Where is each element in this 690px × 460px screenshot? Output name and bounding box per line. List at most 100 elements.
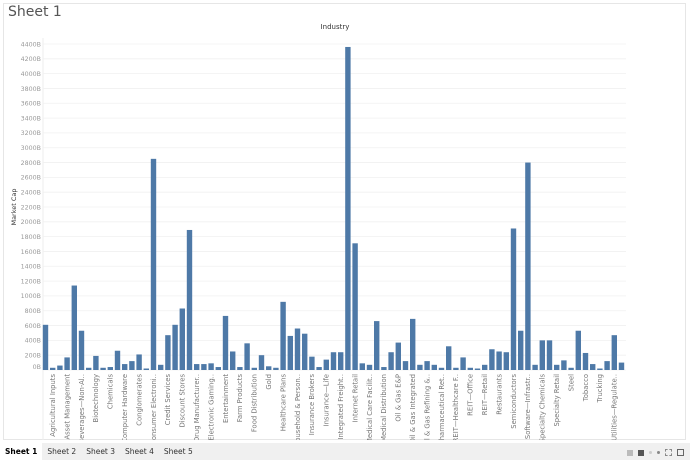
bar bbox=[179, 308, 185, 370]
bar bbox=[309, 356, 315, 370]
x-tick-label: Tobacco bbox=[582, 374, 590, 402]
bar bbox=[64, 357, 70, 370]
x-tick-label: Oil & Gas Refining &.. bbox=[423, 374, 431, 440]
tab-sheet-1[interactable]: Sheet 1 bbox=[0, 443, 43, 460]
bar bbox=[417, 364, 423, 370]
bar bbox=[510, 228, 517, 370]
bar bbox=[460, 357, 466, 370]
bar bbox=[280, 301, 286, 370]
x-tick-label: Insurance Brokers bbox=[308, 374, 316, 436]
x-tick-label: Trucking bbox=[596, 374, 604, 403]
present-icon[interactable] bbox=[677, 449, 684, 456]
bar bbox=[518, 330, 524, 370]
bar bbox=[402, 361, 409, 370]
view-frame bbox=[3, 3, 686, 440]
fit-screen-icon[interactable] bbox=[665, 449, 672, 456]
x-tick-label: Medical Care Facilit.. bbox=[366, 374, 374, 440]
bar bbox=[410, 318, 416, 370]
bar bbox=[273, 367, 279, 370]
x-tick-label: Electronic Gaming.. bbox=[207, 374, 215, 440]
y-tick-label: 1200B bbox=[21, 278, 41, 285]
bar bbox=[50, 367, 56, 370]
x-tick-label: Beverages—Non-Al.. bbox=[78, 374, 86, 440]
bar bbox=[258, 355, 265, 370]
next-icon[interactable] bbox=[657, 451, 660, 454]
bar bbox=[330, 352, 337, 370]
y-tick-label: 4000B bbox=[21, 71, 41, 78]
bar bbox=[482, 364, 488, 370]
x-tick-label: Oil & Gas E&P bbox=[395, 374, 403, 422]
x-tick-label: Specialty Chemicals bbox=[539, 374, 547, 440]
bar bbox=[150, 158, 157, 370]
bar bbox=[431, 364, 437, 370]
x-tick-label: Healthcare Plans bbox=[279, 374, 287, 432]
x-tick-label: Asset Management bbox=[63, 374, 71, 440]
x-tick-label: Integrated Freight.. bbox=[337, 374, 345, 440]
bar bbox=[575, 330, 581, 370]
bar bbox=[42, 324, 49, 370]
x-tick-label: REIT—Office bbox=[467, 374, 475, 416]
bar bbox=[122, 364, 128, 370]
bar bbox=[57, 365, 63, 370]
bar bbox=[208, 363, 214, 370]
x-tick-label: Medical Distribution bbox=[380, 374, 388, 440]
y-tick-label: 2200B bbox=[21, 204, 41, 211]
y-axis-label: Market Cap bbox=[10, 188, 18, 225]
bar bbox=[374, 321, 380, 370]
tab-sheet-4[interactable]: Sheet 4 bbox=[125, 447, 154, 456]
bar bbox=[590, 364, 596, 370]
bar bbox=[215, 367, 221, 370]
bar bbox=[489, 349, 495, 370]
x-tick-label: Credit Services bbox=[164, 374, 172, 426]
y-tick-label: 1600B bbox=[21, 249, 41, 256]
y-tick-label: 3200B bbox=[21, 130, 41, 137]
bar bbox=[302, 333, 308, 370]
y-tick-label: 0B bbox=[33, 364, 41, 371]
y-tick-label: 2800B bbox=[21, 160, 41, 167]
y-tick-label: 3800B bbox=[21, 86, 41, 93]
bar bbox=[604, 361, 610, 370]
x-tick-label: Utilities—Regulate.. bbox=[611, 374, 619, 440]
chart-title: Industry bbox=[321, 23, 350, 31]
bar bbox=[294, 328, 301, 370]
tab-sheet-2[interactable]: Sheet 2 bbox=[47, 447, 77, 456]
prev-icon[interactable] bbox=[649, 451, 652, 454]
bar bbox=[381, 367, 387, 370]
y-tick-label: 800B bbox=[25, 308, 41, 315]
y-tick-label: 4400B bbox=[21, 41, 41, 48]
y-tick-label: 2400B bbox=[21, 189, 41, 196]
bar bbox=[222, 315, 229, 370]
y-tick-label: 200B bbox=[25, 352, 41, 359]
x-tick-label: Restaurants bbox=[495, 374, 503, 415]
bar bbox=[287, 335, 293, 370]
tab-sheet-3[interactable]: Sheet 3 bbox=[86, 447, 116, 456]
bar bbox=[165, 335, 171, 370]
bar bbox=[438, 367, 445, 370]
list-view-icon[interactable] bbox=[638, 449, 644, 456]
x-tick-label: REIT—Retail bbox=[481, 374, 489, 415]
x-tick-label: Chemicals bbox=[107, 374, 115, 410]
bar bbox=[129, 361, 135, 370]
bar bbox=[474, 368, 481, 370]
x-tick-label: REIT—Healthcare F.. bbox=[452, 374, 460, 440]
x-tick-label: Internet Retail bbox=[351, 374, 359, 422]
bar bbox=[582, 352, 589, 370]
y-tick-label: 1800B bbox=[21, 234, 41, 241]
x-tick-label: Agricultural Inputs bbox=[49, 374, 57, 437]
bar bbox=[546, 340, 553, 370]
bar bbox=[611, 335, 617, 370]
y-tick-label: 3600B bbox=[21, 101, 41, 108]
x-tick-label: Software—Infrastr.. bbox=[524, 374, 532, 439]
y-tick-label: 1000B bbox=[21, 293, 41, 300]
bar bbox=[618, 362, 625, 370]
x-tick-label: Steel bbox=[567, 374, 575, 391]
grid-view-icon[interactable] bbox=[627, 449, 633, 456]
y-tick-label: 2600B bbox=[21, 175, 41, 182]
sheet-title: Sheet 1 bbox=[8, 4, 62, 20]
bar bbox=[554, 364, 560, 370]
bar bbox=[338, 352, 344, 370]
tab-sheet-5[interactable]: Sheet 5 bbox=[163, 447, 193, 456]
y-tick-label: 600B bbox=[25, 323, 41, 330]
bar bbox=[244, 343, 250, 370]
x-tick-label: Pharmaceutical Ret.. bbox=[438, 374, 446, 440]
